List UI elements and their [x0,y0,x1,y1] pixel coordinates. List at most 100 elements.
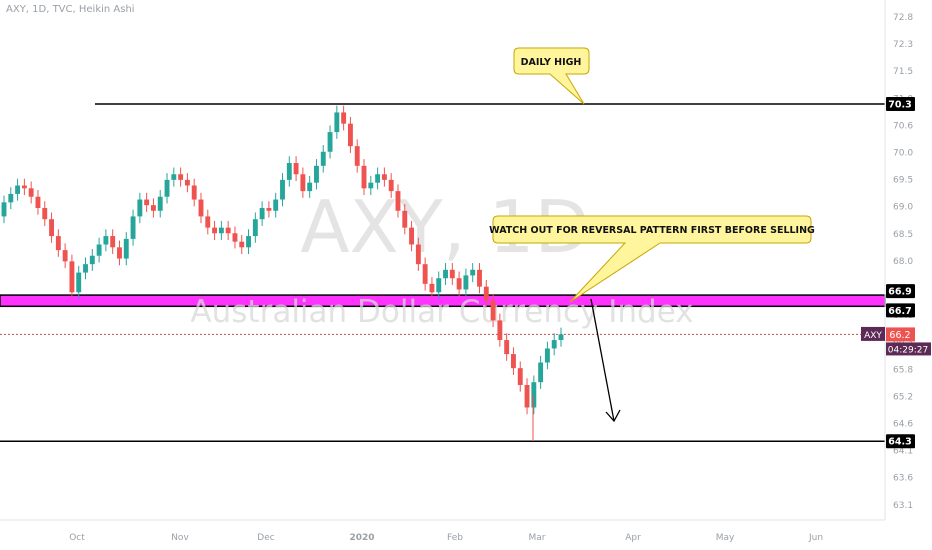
candle [456,271,462,297]
candles [1,105,564,442]
candle-body [314,165,319,183]
daily-high-label: DAILY HIGH [521,57,582,68]
candle-body [443,269,448,279]
candle-body [334,112,340,133]
candle [178,167,184,187]
candle [28,181,34,204]
candle [551,333,557,356]
candle [395,184,401,218]
candle-body [531,382,537,408]
x-tick-label: Mar [529,533,546,543]
candle-body [409,227,415,245]
candle-body [69,261,75,293]
candle [191,178,197,207]
candle-body [178,174,184,180]
candle-body [558,334,564,341]
candle-body [28,188,34,197]
candle [15,178,21,201]
candle [280,173,285,207]
candle [117,240,122,266]
candle [517,361,523,392]
candle-body [429,283,435,293]
candle-body [483,286,489,301]
price-tag-resistance-bottom-bg [886,303,915,318]
y-tick-label: 70.6 [893,121,913,131]
candle [436,271,442,300]
price-tag-resistance-bottom: 66.7 [888,306,911,317]
candle-body [402,210,408,228]
candle-body [123,238,129,259]
candle-body [375,174,381,183]
candle [8,187,14,210]
candle-body [497,320,503,341]
candle-body [130,216,136,239]
candle-body [551,340,557,349]
candle [273,192,279,218]
y-tick-label: 70.0 [893,149,913,159]
candle-body [205,216,211,228]
candle [341,105,347,131]
candle-body [55,236,61,251]
candle-body [422,264,428,284]
x-tick-label: Dec [257,533,274,543]
candle [286,156,292,187]
candle [354,139,360,173]
candle-body [524,385,530,408]
candle [259,201,265,226]
candle [347,116,353,153]
candle-body [42,207,48,220]
candle-body [259,207,265,220]
candle-body [144,199,150,206]
candle-body [252,219,258,237]
candle-body [83,264,88,273]
candle [55,229,61,257]
price-tag-resistance-top-bg [886,284,915,299]
candle [504,333,510,361]
arrow-head [605,409,621,423]
candle [470,263,476,283]
candle [327,125,333,159]
time-axis: Oct Nov Dec 2020 Feb Mar Apr May Jun [0,519,885,543]
candle [137,192,143,224]
down-arrow [590,298,621,423]
callout-box [492,215,812,303]
candle-body [198,199,204,217]
x-tick-label: 2020 [349,533,374,543]
candle-body [110,236,116,248]
price-axis: 72.872.371.571.070.670.069.569.068.568.0… [861,0,931,520]
y-tick-label: 68.5 [893,230,913,240]
candle [415,237,421,271]
candle [266,201,272,218]
candle [76,265,82,300]
candle [368,175,374,196]
x-tick-label: Jun [808,533,823,543]
candle-body [463,275,469,290]
candle-body [89,255,95,265]
countdown-tag-bg [886,342,931,356]
price-tag-last-bg [886,327,915,342]
candle [130,209,136,246]
y-tick-label: 64.1 [893,447,913,457]
candle [218,220,224,241]
candle-body [347,123,353,147]
candle-body [137,199,143,217]
candle-body [191,185,197,200]
candle-body [293,163,299,175]
countdown-tag: 04:29:27 [888,345,928,355]
x-tick-label: May [716,533,735,543]
candle-body [266,207,272,211]
candle [144,192,150,212]
candle [361,159,367,196]
candle-body [184,179,190,186]
price-tag-low: 64.3 [888,437,911,448]
candle [544,341,550,370]
candle [402,204,408,235]
y-tick-label: 63.1 [893,501,913,511]
candle [239,234,245,255]
candle-body [218,227,224,234]
candle-body [544,348,550,363]
candle [511,347,516,375]
candle [388,173,394,198]
